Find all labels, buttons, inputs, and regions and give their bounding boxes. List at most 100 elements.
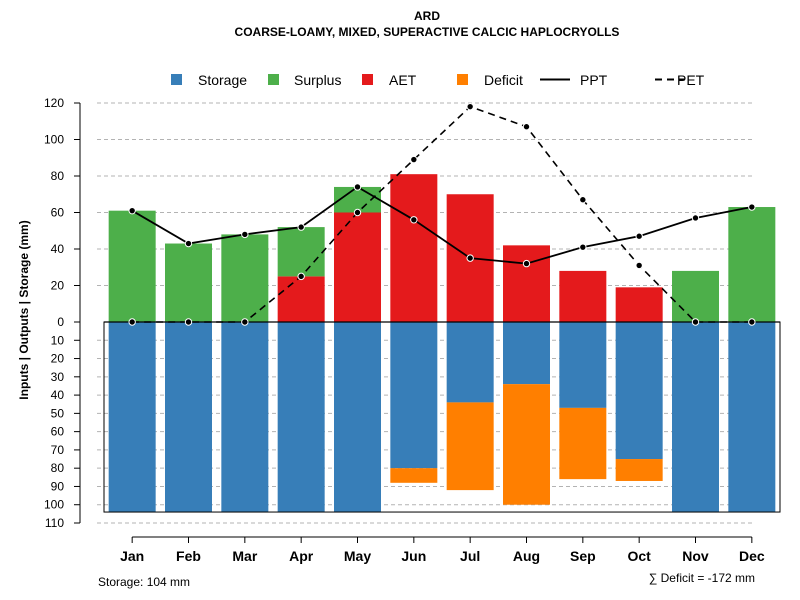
y-tick-label: 60 xyxy=(51,425,65,439)
y-tick-label: 100 xyxy=(44,133,64,147)
pet-point xyxy=(691,318,700,326)
surplus-bar xyxy=(334,186,381,213)
surplus-bar xyxy=(108,210,156,322)
y-tick-label: 50 xyxy=(51,406,65,420)
deficit-bar xyxy=(390,468,438,483)
ppt-point xyxy=(353,183,362,191)
aet-bar xyxy=(615,287,663,322)
y-tick-label: 80 xyxy=(51,169,65,183)
storage-bar xyxy=(277,322,325,513)
surplus-bar xyxy=(221,234,269,322)
ppt-point xyxy=(691,214,700,222)
surplus-bar xyxy=(728,207,776,322)
y-tick-label: 110 xyxy=(45,516,64,530)
x-tick-label: Nov xyxy=(682,548,709,564)
y-tick-label: 0 xyxy=(57,315,64,329)
ppt-point xyxy=(748,203,756,211)
y-tick-label: 40 xyxy=(51,388,65,402)
aet-bar xyxy=(277,276,325,322)
x-tick-label: Aug xyxy=(513,548,540,564)
deficit-bar xyxy=(503,384,550,505)
aet-bar xyxy=(334,212,381,322)
y-tick-label: 120 xyxy=(44,96,64,110)
legend-swatch xyxy=(268,74,279,85)
legend-label: AET xyxy=(389,72,417,88)
storage-bar xyxy=(446,322,494,403)
axes: 0 20 40 60 80 100 120 10 20 30 40 50 60 70 80 90 100 110 J… xyxy=(44,96,765,564)
pet-point xyxy=(579,196,587,204)
deficit-bar xyxy=(559,407,607,480)
deficit-footer: ∑ Deficit = -172 mm xyxy=(649,571,755,585)
y-tick-label: 100 xyxy=(44,498,64,512)
ppt-point xyxy=(522,259,531,268)
chart-title: ARD xyxy=(414,9,440,23)
legend-swatch xyxy=(457,74,468,85)
x-tick-label: Oct xyxy=(627,548,651,564)
storage-bar xyxy=(503,322,550,385)
ppt-point xyxy=(635,232,643,240)
pet-point xyxy=(466,102,474,111)
ppt-point xyxy=(579,243,587,251)
legend-label: PPT xyxy=(580,72,608,88)
legend: Storage Surplus AET Deficit PPT PET xyxy=(171,72,705,88)
ppt-point xyxy=(184,239,193,248)
legend-label: PET xyxy=(677,72,705,88)
ppt-point xyxy=(241,230,249,239)
ppt-line xyxy=(131,185,753,265)
storage-bar xyxy=(559,322,607,408)
ppt-point xyxy=(128,206,136,215)
pet-point xyxy=(635,261,643,270)
deficit-bar xyxy=(615,459,663,481)
surplus-bar xyxy=(165,243,212,322)
pet-point xyxy=(241,318,249,326)
y-tick-label: 90 xyxy=(51,479,65,493)
y-tick-label: 10 xyxy=(51,333,65,347)
storage-bar xyxy=(165,322,212,513)
pet-point xyxy=(522,123,531,131)
ppt-point xyxy=(466,254,474,262)
y-tick-label: 40 xyxy=(51,242,65,256)
pet-point xyxy=(410,155,418,164)
y-tick-label: 20 xyxy=(51,279,65,293)
pet-point xyxy=(748,318,756,326)
storage-bar xyxy=(390,322,438,469)
storage-bar xyxy=(615,322,663,460)
surplus-bar xyxy=(672,270,719,322)
storage-bar xyxy=(728,322,776,513)
x-tick-label: Feb xyxy=(176,548,201,564)
y-axis-title: Inputs | Outputs | Storage (mm) xyxy=(17,220,31,399)
storage-bar xyxy=(221,322,269,513)
x-tick-label: Jul xyxy=(460,548,480,564)
x-tick-label: Jan xyxy=(120,548,144,564)
x-tick-label: Apr xyxy=(289,548,314,564)
x-tick-label: Jun xyxy=(401,548,426,564)
x-tick-label: Sep xyxy=(570,548,596,564)
x-tick-label: May xyxy=(344,548,371,564)
y-tick-label: 20 xyxy=(51,352,65,366)
storage-bar xyxy=(672,322,719,513)
series-lines xyxy=(128,102,756,326)
deficit-bar xyxy=(446,402,494,491)
storage-bar xyxy=(334,322,381,513)
surplus-bar xyxy=(277,227,325,277)
aet-bar xyxy=(559,270,607,322)
ppt-point xyxy=(297,223,305,231)
pet-line xyxy=(132,105,752,323)
x-tick-label: Mar xyxy=(232,548,257,564)
aet-bar xyxy=(390,174,438,322)
pet-point xyxy=(128,318,136,326)
pet-point xyxy=(297,272,305,281)
ppt-point xyxy=(410,216,418,224)
y-tick-label: 80 xyxy=(51,461,65,475)
aet-bar xyxy=(503,245,550,322)
bars xyxy=(103,174,781,513)
pet-point xyxy=(184,318,193,326)
x-tick-label: Dec xyxy=(739,548,765,564)
storage-footer: Storage: 104 mm xyxy=(98,575,190,589)
legend-swatch xyxy=(171,74,182,85)
storage-bar xyxy=(108,322,156,513)
legend-label: Surplus xyxy=(294,72,341,88)
legend-swatch xyxy=(362,74,373,85)
y-tick-label: 60 xyxy=(51,206,65,220)
